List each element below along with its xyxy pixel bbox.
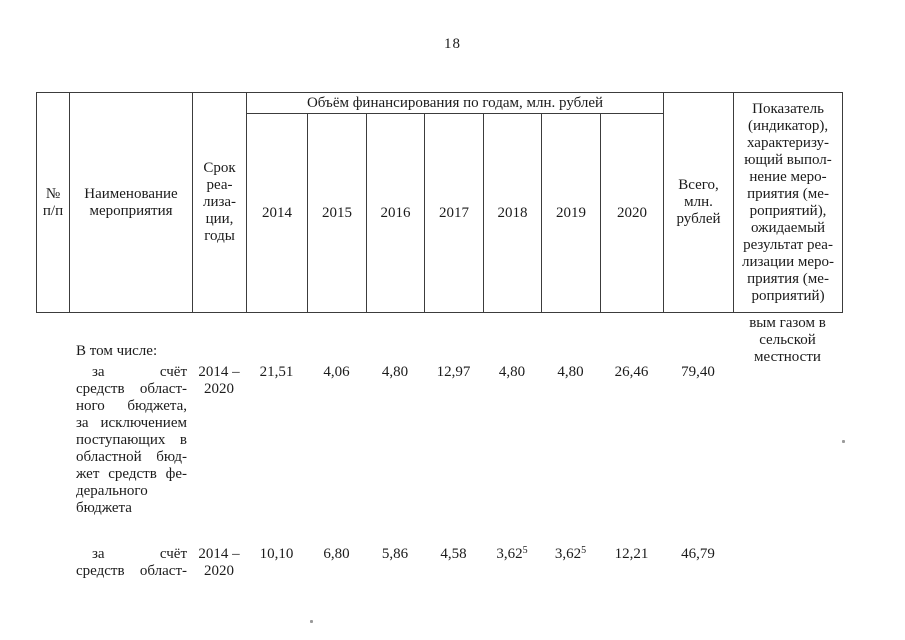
header-cell-year-2018: 2018 bbox=[483, 113, 542, 313]
name-line: жет средств фе- bbox=[76, 466, 187, 482]
row2-period: 2014 – 2020 bbox=[198, 546, 240, 579]
header-cell-year-2014: 2014 bbox=[246, 113, 308, 313]
row1-value-2017: 12,97 bbox=[436, 364, 471, 380]
header-cell-year-2019: 2019 bbox=[541, 113, 601, 313]
row1-name-text: за счёт средств област- ного бюджета, за… bbox=[76, 364, 187, 517]
header-cell-period: Срок реа- лиза- ции, годы bbox=[192, 92, 247, 313]
scan-speck bbox=[310, 620, 313, 623]
value-text: 3,62 bbox=[554, 546, 582, 562]
row2-value-2014: 10,10 bbox=[259, 546, 294, 562]
row1-value-2018: 4,80 bbox=[498, 364, 526, 380]
header-cell-name: Наименование мероприятия bbox=[69, 92, 193, 313]
row1-value-2016: 4,80 bbox=[381, 364, 409, 380]
row1-value-2020: 26,46 bbox=[614, 364, 649, 380]
header-cell-year-2015: 2015 bbox=[307, 113, 367, 313]
name-line: ного бюджета, bbox=[76, 398, 187, 414]
header-cell-funding-span: Объём финансирования по годам, млн. рубл… bbox=[245, 92, 665, 114]
value-text: 3,62 bbox=[496, 546, 523, 562]
row1-value-2014: 21,51 bbox=[259, 364, 294, 380]
header-cell-year-2020: 2020 bbox=[599, 113, 665, 313]
name-line: средств област- bbox=[76, 563, 187, 579]
header-row-top: № п/п Наименование мероприятия Срок реа-… bbox=[36, 92, 844, 313]
row1-value-total: 79,40 bbox=[681, 364, 715, 380]
row2-value-2015: 6,80 bbox=[323, 546, 350, 562]
indicator-continuation-text: вым газом в сельской местности bbox=[749, 315, 826, 365]
row2-value-2017: 4,58 bbox=[440, 546, 467, 562]
footnote-reference: 5 bbox=[581, 545, 587, 556]
name-line: областной бюд- bbox=[76, 449, 187, 465]
header-row-years: 2014 2015 2016 2017 2018 2019 2020 bbox=[37, 113, 843, 313]
row2-value-2020: 12,21 bbox=[614, 546, 649, 562]
row2-value-2016: 5,86 bbox=[381, 546, 409, 562]
scan-speck bbox=[842, 440, 845, 443]
name-line: средств област- bbox=[76, 381, 187, 397]
financing-table-header: № п/п Наименование мероприятия Срок реа-… bbox=[36, 92, 844, 313]
name-line: дерального bbox=[76, 483, 148, 499]
footnote-reference: 5 bbox=[522, 545, 528, 556]
header-cell-indicator: Показатель (индикатор), характеризу- ющи… bbox=[733, 92, 844, 313]
name-line: за счёт bbox=[92, 546, 187, 562]
page-number: 18 bbox=[444, 36, 461, 52]
row1-value-2015: 4,06 bbox=[323, 364, 350, 380]
name-line: бюджета bbox=[76, 500, 132, 516]
row2-value-2019: 3,625 bbox=[541, 546, 600, 563]
header-cell-num: № п/п bbox=[36, 92, 70, 313]
name-line: за счёт bbox=[92, 364, 187, 380]
name-line: поступающих в bbox=[76, 432, 187, 448]
including-label: В том числе: bbox=[76, 343, 158, 359]
row1-period: 2014 – 2020 bbox=[198, 364, 240, 397]
header-cell-total: Всего, млн. рублей bbox=[663, 92, 735, 313]
row2-value-2018: 3,625 bbox=[483, 546, 541, 563]
row2-name-text: за счёт средств област- bbox=[76, 546, 187, 580]
row1-value-2019: 4,80 bbox=[557, 364, 584, 380]
name-line: за исключением bbox=[76, 415, 187, 431]
header-cell-year-2017: 2017 bbox=[424, 113, 484, 313]
header-cell-year-2016: 2016 bbox=[366, 113, 425, 313]
row2-value-total: 46,79 bbox=[681, 546, 715, 562]
